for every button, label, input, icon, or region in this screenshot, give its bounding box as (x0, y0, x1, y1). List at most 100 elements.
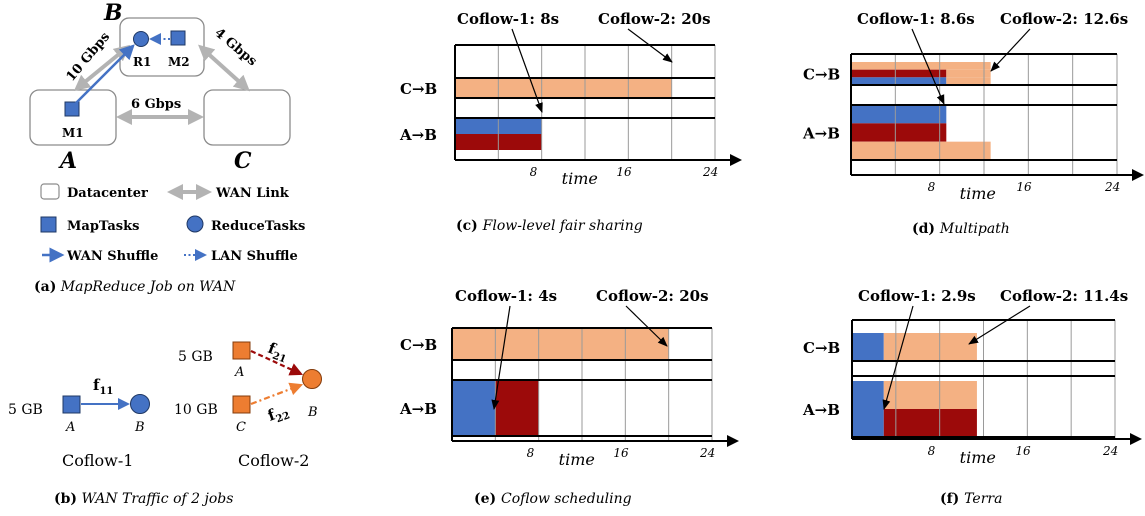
legend-reducetasks-label: ReduceTasks (211, 219, 305, 234)
caption-c: (c) Flow-level fair sharing (456, 218, 643, 234)
link-ac-bandwidth: 6 Gbps (131, 97, 181, 112)
annotation-arrow-e-0 (491, 305, 511, 410)
coflow2-src-a-label: A (234, 365, 244, 380)
annotation-arrow-c-1 (627, 28, 673, 63)
x-axis-label-c: time (562, 169, 598, 188)
legend-maptasks-label: MapTasks (67, 219, 139, 234)
coflow1-src-label: A (65, 420, 75, 435)
tick-label-e-24: 24 (699, 446, 715, 460)
annotation-arrow-e-1 (625, 305, 668, 347)
tick-label-f-24: 24 (1102, 444, 1118, 458)
annotation-arrow-d-1 (990, 28, 1031, 72)
timeline-panels: C→B A→B 8 16 24 time Coflow-1: 8s Coflow-2: 20s… (399, 10, 1144, 507)
coflow2-dst-label: B (307, 405, 318, 420)
x-axis-label-f: time (960, 448, 996, 467)
row-label-e-0: C→B (400, 336, 437, 354)
panel-a-caption: (a) MapReduce Job on WAN (34, 279, 236, 295)
legend-maptask-icon (40, 216, 57, 233)
wan-link-a-b (73, 44, 131, 92)
row-label-d-1: A→B (802, 125, 840, 143)
row-label-f-0: C→B (803, 339, 840, 357)
tick-label-e-16: 16 (613, 446, 629, 460)
caption-f: (f) Terra (940, 491, 1002, 507)
wan-link-b-c (198, 44, 250, 92)
bar-d-row1-band0-seg0 (851, 105, 947, 124)
annotation-c-0: Coflow-1: 8s (457, 10, 559, 28)
row-label-d-0: C→B (803, 66, 840, 84)
tick-label-c-8: 8 (530, 165, 538, 179)
caption-e: (e) Coflow scheduling (474, 491, 632, 507)
tick-label-d-24: 24 (1104, 180, 1120, 194)
timeline-panel-e: C→B A→B 8 16 24 time Coflow-1: 4s Coflow-2: 20s… (399, 287, 739, 507)
coflow1-dst-label: B (134, 420, 145, 435)
x-axis-label-d: time (960, 184, 996, 203)
tick-label-f-16: 16 (1015, 444, 1031, 458)
bar-c-row0-band0-seg0 (455, 78, 672, 98)
row-label-f-1: A→B (802, 401, 840, 419)
annotation-e-0: Coflow-1: 4s (455, 287, 557, 305)
coflow1-size-label: 5 GB (8, 402, 43, 418)
coflow1-name: Coflow-1 (62, 451, 133, 470)
m2-label: M2 (168, 55, 190, 69)
bar-e-row1-band0-seg1 (495, 380, 539, 436)
bar-d-row0-band1-seg1 (946, 69, 991, 78)
m1-label: M1 (62, 126, 84, 140)
coflow2-flow-f22 (250, 382, 304, 406)
legend-reducetask-icon (186, 215, 204, 233)
coflow1-source-icon (62, 395, 81, 414)
tick-label-e-8: 8 (527, 446, 535, 460)
tick-label-f-8: 8 (928, 444, 936, 458)
map-task-m2-icon (170, 30, 186, 46)
panel-a-legend: Datacenter WAN Link MapTasks ReduceTasks… (40, 183, 305, 264)
coflow2-src-c-label: C (236, 420, 246, 435)
f11-label: f11 (93, 376, 113, 397)
annotation-d-1: Coflow-2: 12.6s (1000, 10, 1128, 28)
panel-a-mapreduce-diagram: B A C 10 Gbps 4 Gbps 6 Gbps R1 M2 M1 (29, 0, 291, 174)
link-ab-bandwidth: 10 Gbps (64, 30, 114, 85)
coflow2-name: Coflow-2 (238, 451, 309, 470)
bar-d-row0-band2-seg0 (851, 77, 947, 85)
bar-f-row1-band0-seg0 (852, 381, 884, 409)
datacenter-b-label: B (103, 0, 123, 26)
tick-label-c-16: 16 (616, 165, 632, 179)
datacenter-c-label: C (234, 148, 252, 174)
annotation-arrow-c-0 (511, 28, 543, 113)
bar-e-row0-band0-seg0 (452, 328, 669, 360)
legend-datacenter-icon (40, 183, 60, 200)
coflow2-flow-f21 (250, 350, 303, 376)
legend-wan-link-label: WAN Link (215, 186, 290, 201)
annotation-arrow-f-1 (968, 305, 1031, 345)
legend-lan-shuffle-label: LAN Shuffle (211, 249, 298, 264)
f21-label: f21 (265, 339, 291, 366)
coflow2-source-c-icon (232, 395, 251, 414)
coflow2-dest-icon (302, 369, 322, 389)
x-axis-label-e: time (559, 450, 595, 469)
legend-wan-shuffle-label: WAN Shuffle (66, 249, 158, 264)
tick-label-c-24: 24 (702, 165, 718, 179)
panel-b-traffic-diagram: 5 GB f11 A B Coflow-1 5 GB 10 GB f21 f22… (8, 339, 322, 470)
bar-d-row1-band2-seg0 (851, 141, 991, 160)
annotation-c-1: Coflow-2: 20s (598, 10, 711, 28)
datacenter-a-label: A (58, 148, 77, 174)
annotation-f-0: Coflow-1: 2.9s (858, 287, 976, 305)
bar-f-row0-band0-seg0 (852, 333, 884, 361)
reduce-task-r1-icon (133, 31, 149, 47)
annotation-arrow-d-0 (911, 28, 945, 105)
bar-f-row1-band0-seg1 (883, 381, 977, 409)
datacenter-c-box (203, 89, 291, 146)
bar-d-row0-band1-seg0 (851, 69, 947, 78)
bar-f-row1-band1-seg0 (852, 409, 884, 437)
annotation-e-1: Coflow-2: 20s (596, 287, 709, 305)
timeline-panel-d: C→B A→B 8 16 24 time Coflow-1: 8.6s Coflow-2: 1… (802, 10, 1144, 237)
bar-f-row1-band1-seg1 (883, 409, 977, 437)
bar-d-row0-band2-seg1 (946, 77, 991, 85)
f22-label: f22 (265, 401, 291, 428)
timeline-panel-c: C→B A→B 8 16 24 time Coflow-1: 8s Coflow-2: 20s… (399, 10, 742, 234)
panel-b-caption: (b) WAN Traffic of 2 jobs (54, 491, 233, 507)
coflow2-size-c-label: 10 GB (174, 402, 218, 418)
bar-f-row0-band0-seg1 (883, 333, 977, 361)
tick-label-d-8: 8 (928, 180, 936, 194)
r1-label: R1 (133, 55, 151, 69)
wan-shuffle-m1-r1 (75, 44, 135, 104)
